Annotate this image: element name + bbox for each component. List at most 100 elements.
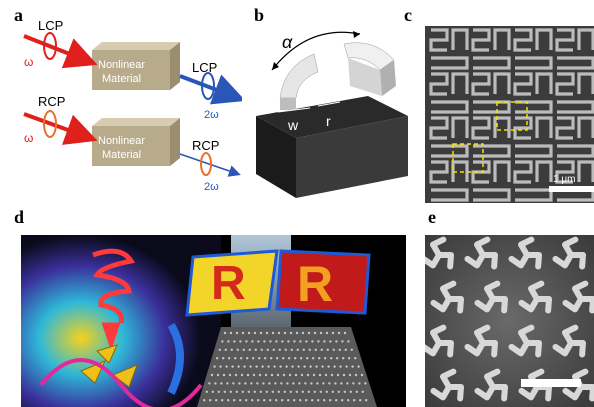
meta-atom	[275, 340, 278, 343]
meta-atom	[335, 340, 338, 343]
triskelion-particle	[430, 280, 464, 314]
meta-atom	[208, 382, 211, 385]
meta-atom	[232, 382, 235, 385]
meta-atom	[361, 390, 364, 393]
panel-e-sem-image	[425, 235, 594, 407]
meta-atom	[227, 399, 230, 402]
meta-atom	[278, 348, 281, 351]
meta-atom	[352, 382, 355, 385]
meta-atom	[216, 357, 219, 360]
meta-atom	[265, 331, 269, 335]
meta-atom	[277, 390, 280, 393]
meta-atom	[228, 357, 231, 360]
metasurface-array	[197, 327, 377, 407]
meta-atom	[292, 382, 295, 385]
meta-atom	[303, 365, 306, 368]
meta-atom	[226, 382, 229, 385]
meta-atom	[228, 373, 232, 377]
meta-atom	[305, 399, 308, 402]
meta-atom	[265, 390, 268, 393]
meta-atom	[209, 399, 212, 402]
meta-atom	[223, 331, 227, 335]
meta-atom	[277, 331, 281, 335]
meander-cell	[555, 28, 594, 70]
triskelion-particle	[508, 236, 542, 270]
meta-atom	[323, 340, 326, 343]
nonlinear-block-top: Nonlinear Material	[92, 42, 180, 90]
meta-atom	[216, 373, 220, 377]
meta-atom	[359, 399, 362, 402]
meta-atom	[318, 373, 322, 377]
meta-atom	[276, 373, 280, 377]
meta-atom	[330, 373, 334, 377]
meta-atom	[344, 348, 347, 351]
meta-atom	[251, 399, 254, 402]
meta-atom	[309, 365, 312, 368]
meta-atom	[249, 365, 252, 368]
meta-atom	[271, 331, 275, 335]
meta-atom	[348, 357, 351, 360]
meta-atom	[255, 365, 258, 368]
meta-atom	[335, 399, 338, 402]
meta-atom	[337, 390, 340, 393]
meta-atom	[263, 340, 266, 343]
meta-atom	[289, 390, 292, 393]
meta-atom	[354, 357, 357, 360]
meta-atom	[297, 365, 300, 368]
meander-cell	[471, 72, 511, 114]
meta-atom	[282, 373, 286, 377]
panel-c-sem-image: 1 μm	[425, 26, 594, 203]
lcp-output-label: LCP	[192, 60, 217, 75]
meta-atom	[286, 382, 289, 385]
meta-atom	[312, 357, 315, 360]
meta-atom	[242, 348, 245, 351]
meta-atom	[280, 382, 283, 385]
meta-atom	[254, 348, 257, 351]
meta-atom	[317, 399, 320, 402]
meta-atom	[342, 357, 345, 360]
rcp-output-label: RCP	[192, 138, 219, 153]
meta-atom	[252, 373, 256, 377]
meta-atom	[259, 331, 263, 335]
meta-atom	[246, 373, 250, 377]
meta-atom	[210, 373, 214, 377]
meta-atom	[345, 365, 348, 368]
meta-atom	[236, 348, 239, 351]
meta-atom	[313, 331, 317, 335]
meta-atom	[307, 331, 311, 335]
meta-atom	[264, 373, 268, 377]
meta-atom	[351, 365, 354, 368]
meta-atom	[314, 348, 317, 351]
meander-cell	[513, 72, 553, 114]
meta-atom	[347, 340, 350, 343]
meta-atom	[239, 399, 242, 402]
meta-atom	[307, 390, 310, 393]
meta-atom	[308, 348, 311, 351]
triskelion-array	[425, 236, 594, 402]
meta-atom	[291, 365, 294, 368]
meta-atom	[288, 373, 292, 377]
meta-atom	[224, 348, 227, 351]
panel-label-e: e	[428, 207, 436, 227]
meander-cell	[429, 72, 469, 114]
meta-atom	[329, 340, 332, 343]
meta-atom	[266, 348, 269, 351]
meta-atom	[281, 340, 284, 343]
meta-atom	[221, 340, 224, 343]
meander-cell	[555, 72, 594, 114]
rcp-input-label: RCP	[38, 94, 65, 109]
meta-atom	[337, 331, 341, 335]
meta-atom	[349, 390, 352, 393]
meta-atom	[306, 357, 309, 360]
meta-atom	[364, 382, 367, 385]
meta-atom	[322, 382, 325, 385]
meta-atom	[205, 390, 208, 393]
meta-atom	[357, 365, 360, 368]
meta-atom	[293, 340, 296, 343]
meander-cell	[555, 116, 594, 158]
meta-atom	[269, 399, 272, 402]
block-top-text-1: Nonlinear	[98, 59, 145, 71]
meta-atom	[300, 357, 303, 360]
meta-atom	[253, 390, 256, 393]
meta-atom	[327, 365, 330, 368]
